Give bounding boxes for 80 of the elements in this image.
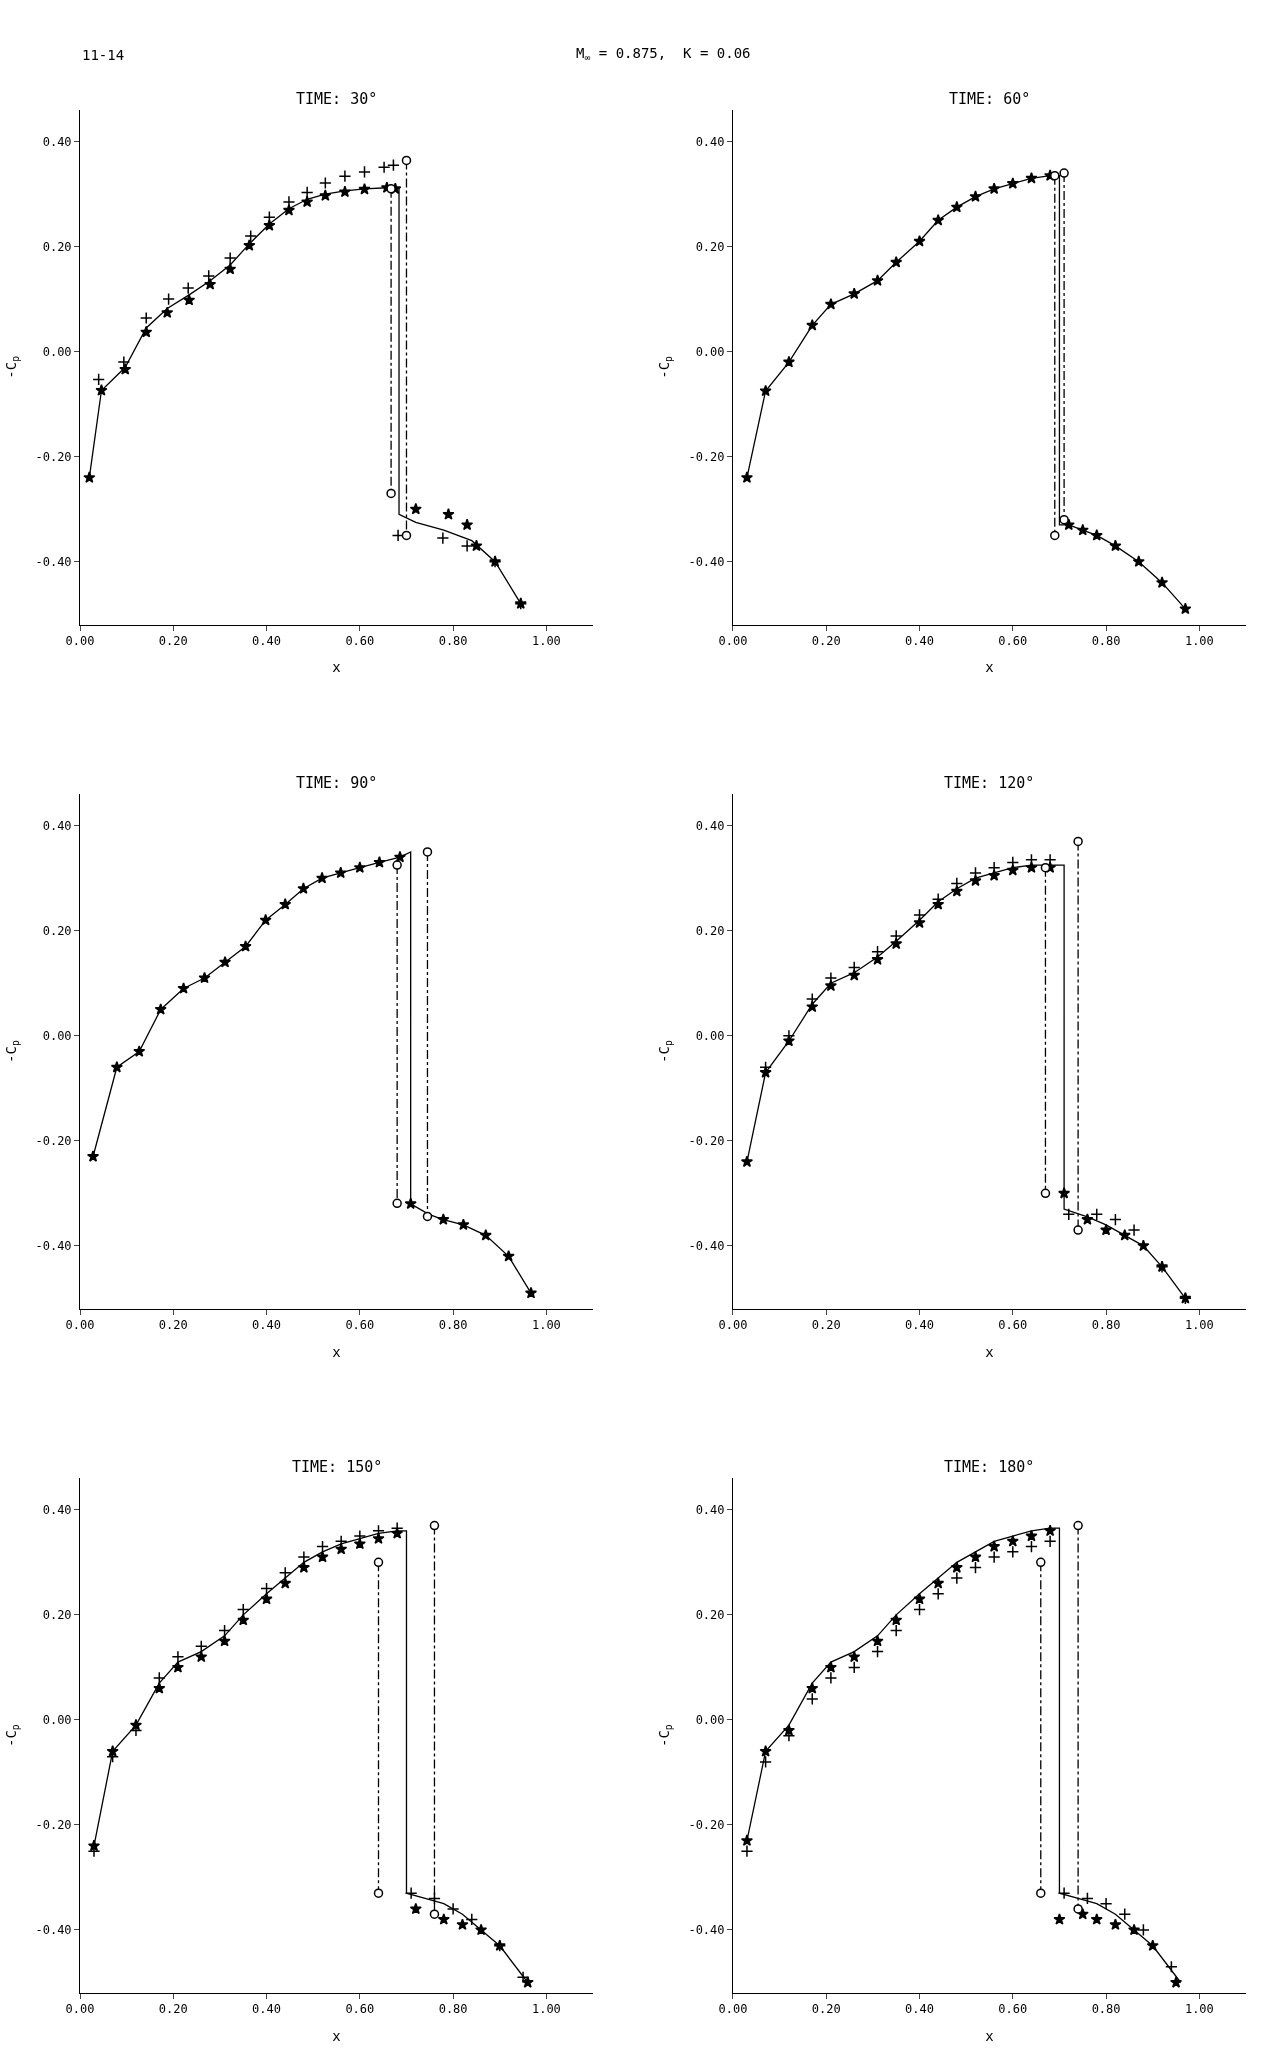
x-tick-label: 0.40	[905, 2002, 934, 2017]
x-tick-label: 0.00	[65, 634, 95, 649]
chart-title: TIME: 180°	[944, 1458, 1035, 1476]
y-tick-label: 0.20	[42, 1608, 72, 1623]
y-tick-label: -0.40	[35, 554, 72, 569]
x-tick-label: 0.60	[345, 634, 375, 649]
chart-title: TIME: 30°	[296, 90, 378, 108]
x-tick-label: 0.20	[811, 634, 841, 649]
x-tick-label: 0.80	[438, 2002, 468, 2017]
x-tick-label: 1.00	[531, 2002, 561, 2017]
y-tick-label: -0.20	[688, 449, 725, 464]
y-tick-label: 0.00	[695, 1028, 725, 1043]
y-tick-label: 0.40	[695, 134, 725, 149]
x-tick-label: 0.00	[65, 2002, 95, 2017]
y-tick-label: -0.20	[688, 1133, 725, 1148]
x-tick-label: 0.80	[1091, 634, 1121, 649]
y-tick-label: 0.00	[695, 344, 725, 359]
chart-title: TIME: 150°	[292, 1458, 383, 1476]
x-tick-label: 0.80	[438, 1318, 468, 1333]
text: 11-14	[82, 47, 125, 63]
chart-title: TIME: 90°	[296, 774, 378, 792]
y-tick-label: -0.40	[35, 1923, 72, 1938]
y-tick-label: -0.20	[688, 1818, 725, 1833]
y-tick-label: -0.40	[688, 1923, 725, 1938]
y-tick-label: 0.20	[42, 239, 72, 254]
x-tick-label: 0.20	[811, 1318, 841, 1333]
x-axis-title: x	[332, 659, 341, 676]
x-tick-label: 0.40	[905, 1318, 934, 1333]
y-tick-label: 0.40	[695, 1503, 725, 1518]
x-tick-label: 0.80	[438, 634, 468, 649]
x-tick-label: 0.40	[905, 634, 934, 649]
x-axis-title: x	[332, 2027, 341, 2044]
y-tick-label: -0.40	[688, 554, 725, 569]
y-tick-label: 0.20	[695, 239, 725, 254]
x-tick-label: 0.00	[65, 1318, 95, 1333]
y-tick-label: 0.00	[42, 1713, 72, 1728]
y-tick-label: -0.20	[35, 449, 72, 464]
y-tick-label: -0.20	[35, 1818, 72, 1833]
x-tick-label: 0.20	[158, 1318, 188, 1333]
y-tick-label: 0.40	[42, 818, 72, 833]
x-tick-label: 0.60	[345, 1318, 375, 1333]
x-tick-label: 0.00	[718, 2002, 748, 2017]
y-tick-label: -0.40	[688, 1239, 725, 1254]
y-tick-label: 0.20	[695, 1608, 725, 1623]
x-tick-label: 1.00	[1184, 2002, 1214, 2017]
x-tick-label: 0.80	[1091, 2002, 1121, 2017]
x-tick-label: 1.00	[1184, 634, 1214, 649]
chart-title: TIME: 60°	[949, 90, 1031, 108]
x-tick-label: 0.60	[998, 1318, 1028, 1333]
x-axis-title: x	[332, 1343, 341, 1360]
y-tick-label: -0.40	[35, 1239, 72, 1254]
x-tick-label: 0.20	[811, 2002, 841, 2017]
y-tick-label: 0.00	[42, 344, 72, 359]
y-tick-label: 0.00	[42, 1028, 72, 1043]
x-axis-title: x	[985, 659, 994, 676]
x-tick-label: 0.00	[718, 1318, 748, 1333]
x-tick-label: 0.00	[718, 634, 748, 649]
x-tick-label: 0.80	[1091, 1318, 1121, 1333]
chart-title: TIME: 120°	[944, 774, 1035, 792]
y-tick-label: 0.20	[42, 923, 72, 938]
y-tick-label: 0.00	[695, 1713, 725, 1728]
x-axis-title: x	[985, 2027, 994, 2044]
x-tick-label: 0.20	[158, 2002, 188, 2017]
x-tick-label: 0.40	[252, 1318, 282, 1333]
y-tick-label: 0.40	[695, 818, 725, 833]
x-tick-label: 0.40	[252, 2002, 282, 2017]
x-tick-label: 1.00	[531, 634, 561, 649]
x-tick-label: 1.00	[1184, 1318, 1214, 1333]
text: M$_{∞}$ = 0.875, K = 0.06	[576, 45, 751, 63]
y-tick-label: 0.40	[42, 1503, 72, 1518]
x-tick-label: 0.40	[252, 634, 282, 649]
x-tick-label: 0.60	[345, 2002, 375, 2017]
y-tick-label: 0.40	[42, 134, 72, 149]
x-axis-title: x	[985, 1343, 994, 1360]
y-tick-label: -0.20	[35, 1133, 72, 1148]
x-tick-label: 1.00	[531, 1318, 561, 1333]
y-tick-label: 0.20	[695, 923, 725, 938]
x-tick-label: 0.20	[158, 634, 188, 649]
x-tick-label: 0.60	[998, 634, 1028, 649]
x-tick-label: 0.60	[998, 2002, 1028, 2017]
